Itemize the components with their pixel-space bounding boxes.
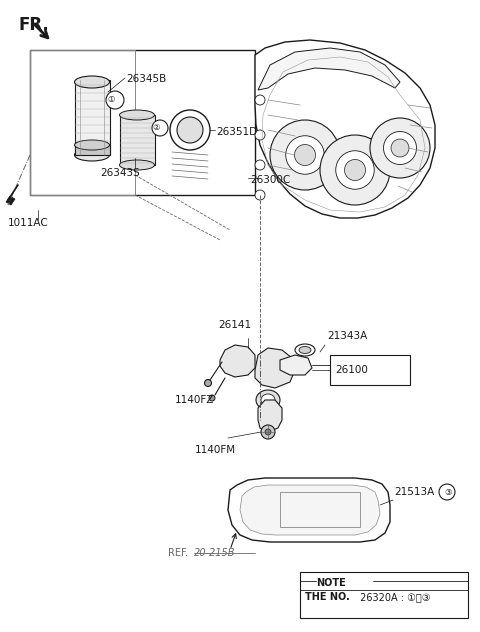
Text: ②: ②: [152, 123, 160, 132]
Ellipse shape: [256, 390, 280, 410]
Circle shape: [320, 135, 390, 205]
Circle shape: [255, 160, 265, 170]
Bar: [280, 492, 360, 527]
Text: 20-215B: 20-215B: [194, 548, 236, 558]
Bar: [30, 50, 135, 195]
Circle shape: [286, 136, 324, 174]
Ellipse shape: [261, 394, 275, 406]
Polygon shape: [75, 145, 110, 155]
Polygon shape: [255, 40, 435, 218]
Bar: [330, 355, 410, 385]
Polygon shape: [120, 115, 155, 165]
Text: 1011AC: 1011AC: [8, 218, 49, 228]
Text: ①: ①: [107, 95, 115, 104]
Circle shape: [255, 190, 265, 200]
Circle shape: [270, 120, 340, 190]
Text: ③: ③: [444, 488, 452, 497]
Text: 26343S: 26343S: [100, 168, 140, 178]
Text: 21513A: 21513A: [394, 487, 434, 497]
Ellipse shape: [204, 379, 212, 387]
Text: 1140FZ: 1140FZ: [175, 395, 215, 405]
Polygon shape: [258, 400, 282, 432]
Ellipse shape: [295, 344, 315, 356]
Circle shape: [336, 151, 374, 189]
Text: 26300C: 26300C: [250, 175, 290, 185]
Ellipse shape: [74, 140, 109, 150]
Circle shape: [370, 118, 430, 178]
Circle shape: [384, 131, 417, 164]
Ellipse shape: [209, 395, 215, 401]
Text: 21343A: 21343A: [327, 331, 367, 341]
Circle shape: [152, 120, 168, 136]
Circle shape: [439, 484, 455, 500]
Polygon shape: [75, 80, 110, 155]
Ellipse shape: [131, 144, 139, 152]
Polygon shape: [220, 345, 255, 377]
Text: NOTE: NOTE: [316, 578, 346, 588]
Circle shape: [255, 130, 265, 140]
Circle shape: [391, 139, 409, 157]
Circle shape: [261, 425, 275, 439]
Ellipse shape: [74, 76, 109, 88]
Text: FR.: FR.: [18, 16, 49, 34]
Polygon shape: [258, 48, 400, 90]
Polygon shape: [6, 196, 15, 205]
Polygon shape: [280, 355, 312, 375]
Text: 26345B: 26345B: [126, 74, 166, 84]
Ellipse shape: [120, 160, 155, 170]
Bar: [30, 50, 255, 195]
Ellipse shape: [127, 140, 143, 156]
Polygon shape: [228, 478, 390, 542]
Circle shape: [295, 145, 315, 166]
Ellipse shape: [177, 117, 203, 143]
Circle shape: [265, 429, 271, 435]
Text: 1140FM: 1140FM: [195, 445, 236, 455]
Ellipse shape: [120, 110, 155, 120]
Circle shape: [255, 95, 265, 105]
Polygon shape: [240, 485, 380, 535]
Circle shape: [345, 159, 365, 181]
Text: THE NO.: THE NO.: [305, 592, 350, 602]
Polygon shape: [255, 348, 295, 388]
Text: 26351D: 26351D: [216, 127, 257, 137]
Text: 26320A : ①－③: 26320A : ①－③: [357, 592, 431, 602]
Ellipse shape: [74, 149, 109, 161]
Text: 26100: 26100: [335, 365, 368, 375]
Ellipse shape: [299, 346, 311, 353]
Text: 26141: 26141: [218, 320, 251, 330]
Circle shape: [106, 91, 124, 109]
Text: REF.: REF.: [168, 548, 188, 558]
Ellipse shape: [170, 110, 210, 150]
Bar: [300, 572, 468, 618]
